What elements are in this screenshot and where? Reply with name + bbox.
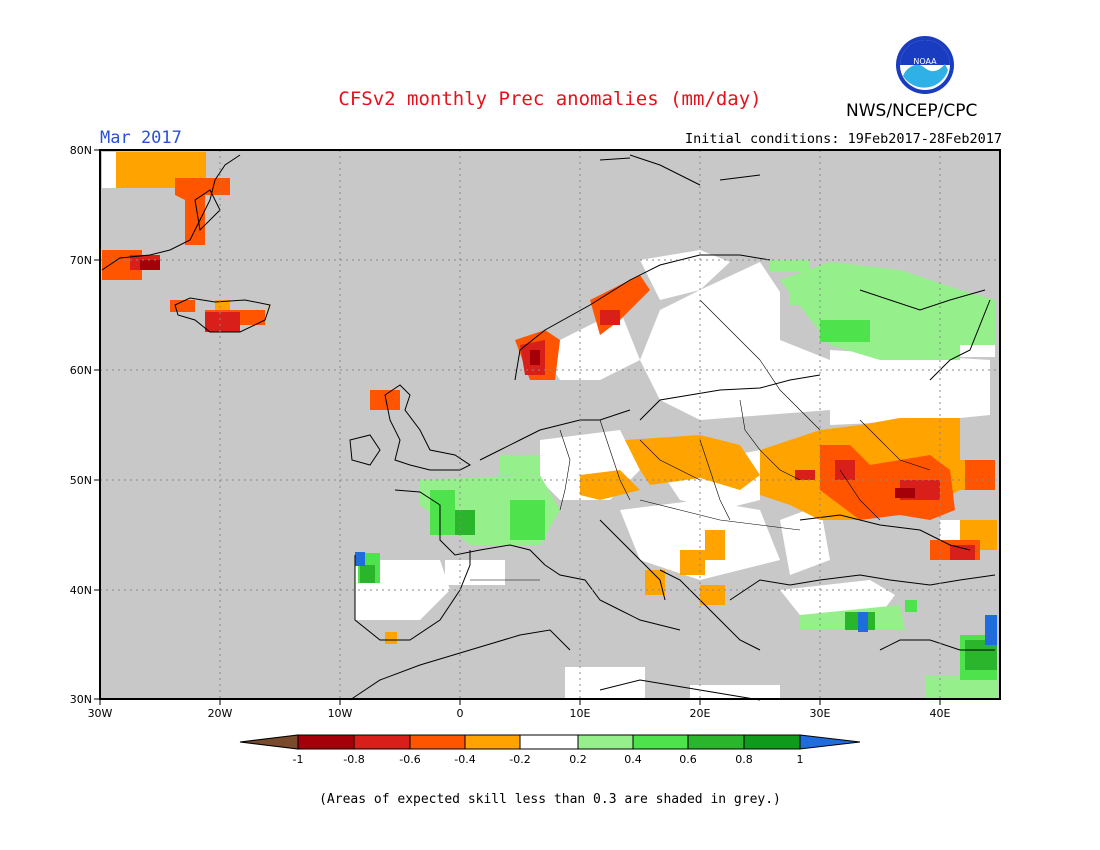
longitude-labels: 30W 20W 10W 0 10E 20E 30E 40E [88,707,951,720]
lat-label: 70N [70,254,92,267]
colorbar-label: 1 [797,753,804,766]
lon-label: 20E [690,707,711,720]
lon-label: 0 [457,707,464,720]
colorbar-labels: -1 -0.8 -0.6 -0.4 -0.2 0.2 0.4 0.6 0.8 1 [293,753,804,766]
noaa-logo-icon: NOAA [896,36,954,94]
page-title: CFSv2 monthly Prec anomalies (mm/day) [338,88,762,110]
colorbar-bin [409,734,466,750]
lat-label: 40N [70,584,92,597]
skill-footnote: (Areas of expected skill less than 0.3 a… [319,792,781,807]
colorbar-bin [743,734,801,750]
colorbar-label: -0.8 [343,753,364,766]
lat-label: 80N [70,144,92,157]
gridlines [100,150,1000,699]
colorbar-label: 0.6 [679,753,697,766]
colorbar-bin [464,734,521,750]
darkest-red-regions [140,260,915,498]
lon-label: 20W [208,707,233,720]
colorbar-bin [577,734,634,750]
colorbar-label: -0.6 [399,753,420,766]
tick-marks [94,149,941,705]
colorbar-label: -0.4 [454,753,475,766]
colorbar-bin [519,734,579,750]
colorbar-bin [687,734,745,750]
colorbar-label: 0.4 [624,753,642,766]
lon-label: 30E [810,707,831,720]
colorbar: -1 -0.8 -0.6 -0.4 -0.2 0.2 0.4 0.6 0.8 1 [239,734,861,766]
forecast-month: Mar 2017 [100,128,182,148]
colorbar-arrow-high [799,734,861,750]
agency-label: NWS/NCEP/CPC [846,101,978,121]
lon-label: 40E [930,707,951,720]
blue-regions [355,552,997,645]
initial-conditions: Initial conditions: 19Feb2017-28Feb2017 [685,131,1002,147]
lon-label: 10E [570,707,591,720]
lon-label: 10W [328,707,353,720]
colorbar-bin [632,734,689,750]
country-borders [470,299,931,581]
colorbar-bin [297,734,355,750]
colorbar-label: 0.8 [735,753,753,766]
lat-label: 30N [70,693,92,706]
colorbar-label: -1 [293,753,304,766]
colorbar-bin [353,734,411,750]
colorbar-label: 0.2 [569,753,587,766]
lon-label: 30W [88,707,113,720]
colorbar-arrow-low [239,734,299,750]
latitude-labels: 80N 70N 60N 50N 40N 30N [70,144,92,706]
lat-label: 50N [70,474,92,487]
logo-text: NOAA [913,57,937,66]
colorbar-label: -0.2 [509,753,530,766]
map-area: 80N 70N 60N 50N 40N 30N 30W 20W 10W 0 10… [70,144,1001,720]
lat-label: 60N [70,364,92,377]
